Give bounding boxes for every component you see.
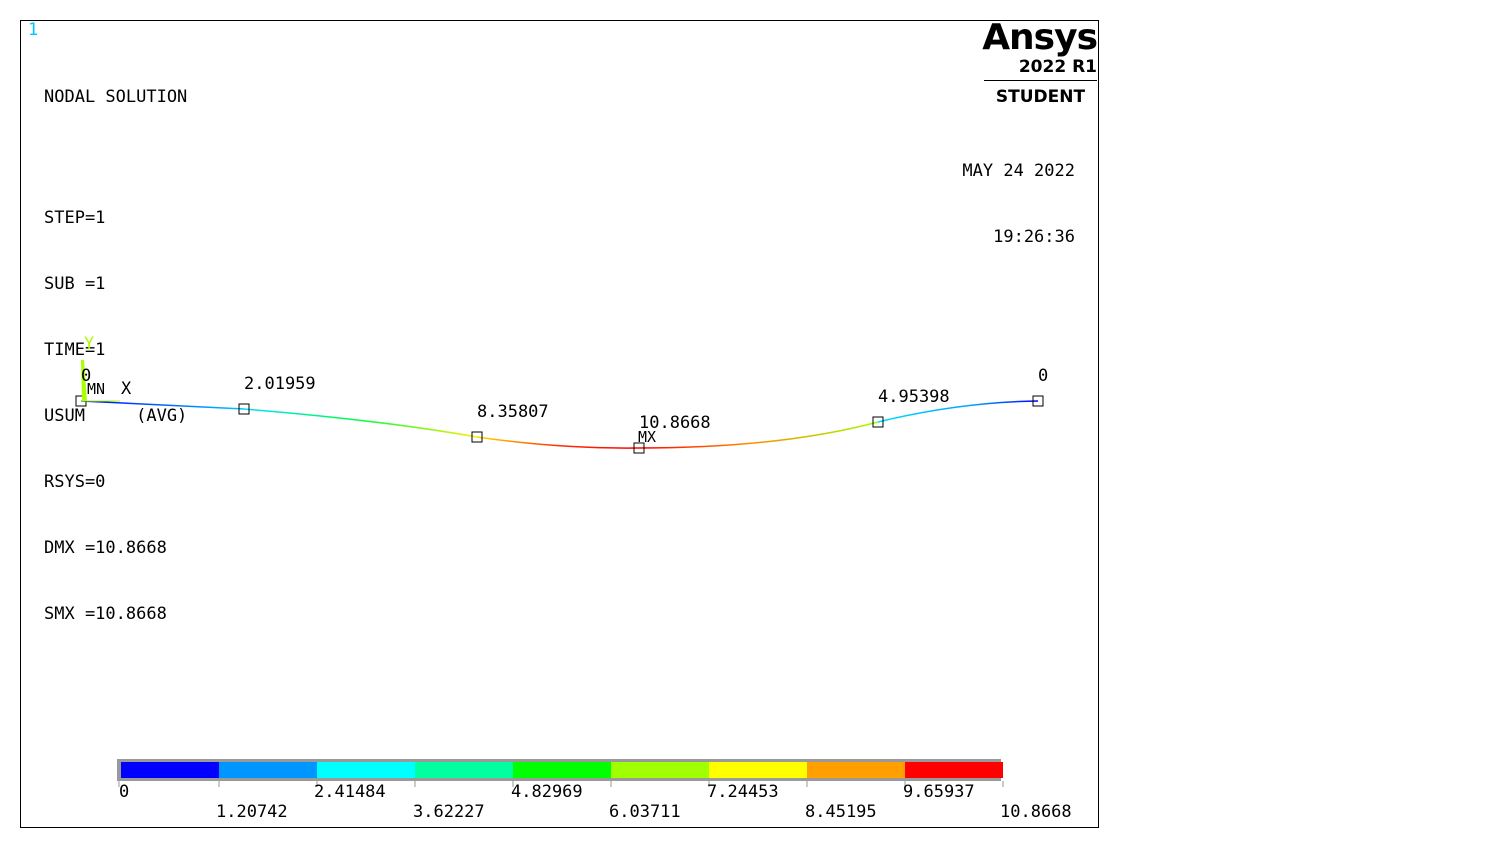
edition-label: STUDENT bbox=[995, 87, 1086, 107]
triad-axes bbox=[81, 360, 120, 402]
legend-tick-label: 8.45195 bbox=[805, 802, 877, 822]
legend-color-band bbox=[611, 762, 709, 778]
legend-tick-label: 4.82969 bbox=[511, 782, 583, 802]
plot-title: NODAL SOLUTION bbox=[44, 87, 188, 107]
window-number: 1 bbox=[28, 20, 39, 40]
legend-tick-label: 6.03711 bbox=[609, 802, 681, 822]
graphics-window[interactable] bbox=[20, 20, 1099, 828]
legend-color-band bbox=[807, 762, 905, 778]
node-marker bbox=[471, 431, 483, 443]
timestamp: MAY 24 2022 19:26:36 bbox=[962, 116, 1075, 270]
beam-segment-1 bbox=[80, 400, 245, 410]
node-marker bbox=[872, 416, 884, 428]
info-smx: SMX =10.8668 bbox=[44, 604, 167, 624]
max-marker: MX bbox=[638, 428, 657, 446]
info-sub: SUB =1 bbox=[44, 274, 106, 294]
legend-color-band bbox=[513, 762, 611, 778]
node-label: 0 bbox=[81, 366, 92, 386]
legend-color-band bbox=[219, 762, 317, 778]
node-marker bbox=[238, 403, 250, 415]
legend-color-band bbox=[905, 762, 1003, 778]
plot-time: 19:26:36 bbox=[993, 227, 1075, 247]
beam-segment-4 bbox=[638, 421, 879, 449]
node-label: 10.8668 bbox=[639, 413, 711, 433]
legend-color-band bbox=[709, 762, 807, 778]
legend-tick-label: 1.20742 bbox=[216, 802, 288, 822]
node-label: 0 bbox=[1038, 366, 1049, 386]
node-marker bbox=[1032, 395, 1044, 407]
node-label: 8.35807 bbox=[477, 402, 549, 422]
triad-y-label: Y bbox=[84, 334, 95, 354]
legend-color-band bbox=[121, 762, 219, 778]
legend-tick-label: 9.65937 bbox=[903, 782, 975, 802]
brand-divider bbox=[984, 80, 1097, 81]
info-rsys: RSYS=0 bbox=[44, 472, 106, 492]
legend-color-band bbox=[317, 762, 415, 778]
ansys-branding: Ansys 2022 R1 STUDENT bbox=[982, 17, 1098, 108]
beam-segment-3 bbox=[476, 436, 640, 449]
beam-segment-5 bbox=[877, 400, 1039, 423]
ansys-logo: Ansys bbox=[982, 17, 1098, 58]
legend-tick-label: 2.41484 bbox=[314, 782, 386, 802]
beam-segment-2 bbox=[243, 408, 478, 438]
info-step: STEP=1 bbox=[44, 208, 106, 228]
release-version: 2022 R1 bbox=[1018, 57, 1097, 77]
min-marker: MN bbox=[87, 380, 106, 398]
triad-y-arrow bbox=[81, 360, 87, 401]
legend-tick-label: 10.8668 bbox=[1000, 802, 1072, 822]
node-label: 4.95398 bbox=[878, 387, 950, 407]
triad-x-label: X bbox=[121, 379, 132, 399]
solution-info: NODAL SOLUTION STEP=1 SUB =1 TIME=1 USUM… bbox=[44, 42, 187, 647]
legend-tick-label: 0 bbox=[119, 782, 130, 802]
node-marker bbox=[633, 442, 645, 454]
legend-color-band bbox=[415, 762, 513, 778]
node-label: 2.01959 bbox=[244, 374, 316, 394]
contour-legend bbox=[117, 759, 1004, 787]
legend-tick-label: 7.24453 bbox=[707, 782, 779, 802]
info-time: TIME=1 bbox=[44, 340, 106, 360]
info-usum: USUM (AVG) bbox=[44, 406, 188, 426]
legend-tick-label: 3.62227 bbox=[413, 802, 485, 822]
info-dmx: DMX =10.8668 bbox=[44, 538, 167, 558]
plot-date: MAY 24 2022 bbox=[962, 161, 1075, 181]
